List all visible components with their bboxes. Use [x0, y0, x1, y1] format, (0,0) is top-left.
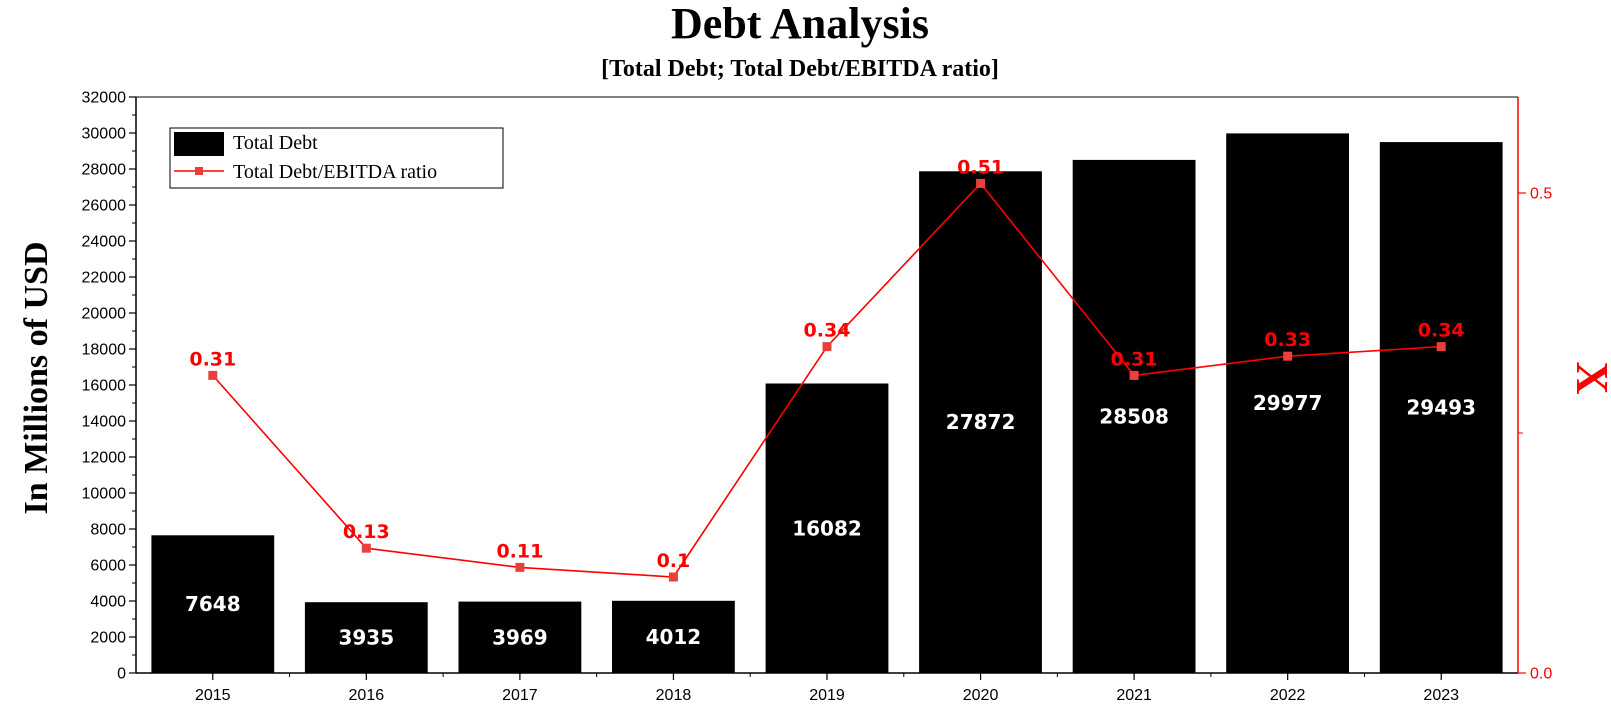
- y-tick-label: 26000: [82, 198, 127, 215]
- y-tick-label: 30000: [82, 126, 127, 143]
- legend-box: [169, 127, 504, 189]
- bar-2020: [919, 171, 1042, 674]
- ratio-point-2016: [361, 543, 371, 553]
- y-tick-label: 32000: [82, 90, 127, 107]
- bar-label-2023: 29493: [1406, 396, 1476, 420]
- bar-2021: [1072, 159, 1196, 673]
- x-tick-label-2018: 2018: [656, 687, 692, 704]
- ratio-point-2015: [208, 370, 218, 380]
- y-tick-label: 6000: [90, 558, 126, 575]
- y-tick-label: 10000: [82, 486, 127, 503]
- ratio-label-2021: 0.31: [1111, 348, 1158, 370]
- y-tick-label: 28000: [82, 162, 127, 179]
- bar-2015: [151, 535, 275, 673]
- legend: Total Debt Total Debt/EBITDA ratio: [169, 127, 504, 189]
- x-tick-label-2023: 2023: [1423, 687, 1459, 704]
- legend-ratio: Total Debt/EBITDA ratio: [233, 161, 437, 183]
- x-tick-label-2022: 2022: [1270, 687, 1306, 704]
- bars-layer: 7648 3935 3969 4012 16082 27872 28508 29977 2949…: [151, 133, 1503, 674]
- ratio-point-2022: [1283, 351, 1293, 361]
- bar-label-2016: 3935: [338, 626, 394, 650]
- chart-subtitle: [Total Debt; Total Debt/EBITDA ratio]: [601, 56, 999, 82]
- bar-2018: [612, 600, 735, 673]
- ratio-point-2020: [976, 178, 986, 188]
- ratio-label-2023: 0.34: [1418, 320, 1465, 342]
- y-tick-label: 24000: [82, 234, 127, 251]
- ratio-label-2017: 0.11: [496, 540, 543, 562]
- bar-2019: [765, 383, 889, 673]
- bar-label-2015: 7648: [185, 592, 241, 616]
- y-tick-label: 20000: [82, 306, 127, 323]
- y-tick-label: 2000: [90, 630, 126, 647]
- y2-tick-label: 0.5: [1530, 186, 1552, 203]
- x-tick-label-2019: 2019: [809, 687, 845, 704]
- bar-label-2017: 3969: [492, 625, 548, 649]
- bar-2022: [1226, 133, 1349, 673]
- bar-label-2021: 28508: [1099, 404, 1169, 428]
- legend-line-marker: [195, 167, 203, 175]
- y2-axis-label: X: [1567, 361, 1611, 394]
- bar-2016: [304, 602, 428, 673]
- y-tick-label: 8000: [90, 522, 126, 539]
- y2-tick-label: 0.0: [1530, 666, 1552, 683]
- bar-2023: [1379, 142, 1503, 674]
- bar-label-2022: 29977: [1253, 391, 1323, 415]
- bar-label-2020: 27872: [946, 410, 1016, 434]
- ratio-point-2017: [515, 562, 525, 572]
- legend-total-debt: Total Debt: [233, 132, 318, 154]
- y-tick-label: 12000: [82, 450, 127, 467]
- ratio-point-2019: [822, 342, 832, 352]
- y-tick-label: 4000: [90, 594, 126, 611]
- y-tick-label: 16000: [82, 378, 127, 395]
- ratio-label-2015: 0.31: [189, 348, 236, 370]
- ratio-point-2021: [1129, 370, 1139, 380]
- x-tick-label-2021: 2021: [1116, 687, 1152, 704]
- bar-label-2019: 16082: [792, 516, 862, 540]
- bar-label-2018: 4012: [646, 625, 702, 649]
- x-tick-label-2020: 2020: [963, 687, 999, 704]
- ratio-label-2018: 0.1: [657, 550, 691, 572]
- x-tick-label-2015: 2015: [195, 687, 231, 704]
- ratio-label-2016: 0.13: [343, 521, 390, 543]
- bar-2017: [458, 601, 582, 673]
- chart-title: Debt Analysis: [671, 0, 929, 48]
- legend-bar-swatch: [174, 132, 224, 156]
- ratio-point-2023: [1436, 342, 1446, 352]
- y-axis-label: In Millions of USD: [18, 242, 55, 515]
- x-tick-label-2017: 2017: [502, 687, 538, 704]
- y-tick-label: 0: [117, 666, 126, 683]
- x-tick-label-2016: 2016: [349, 687, 385, 704]
- ratio-label-2020: 0.51: [957, 156, 1004, 178]
- axes-layer: 0 2000 4000 6000 8000 10000 12000 14000 16000 180…: [82, 90, 1553, 705]
- ratio-point-2018: [668, 572, 678, 582]
- y-tick-label: 18000: [82, 342, 127, 359]
- y-tick-label: 22000: [82, 270, 127, 287]
- ratio-label-2022: 0.33: [1264, 329, 1311, 351]
- ratio-line-layer: 0.31 0.13 0.11 0.1 0.34 0.51 0.31 0.33 0.34: [189, 156, 1465, 582]
- y-tick-label: 14000: [82, 414, 127, 431]
- ratio-label-2019: 0.34: [804, 320, 851, 342]
